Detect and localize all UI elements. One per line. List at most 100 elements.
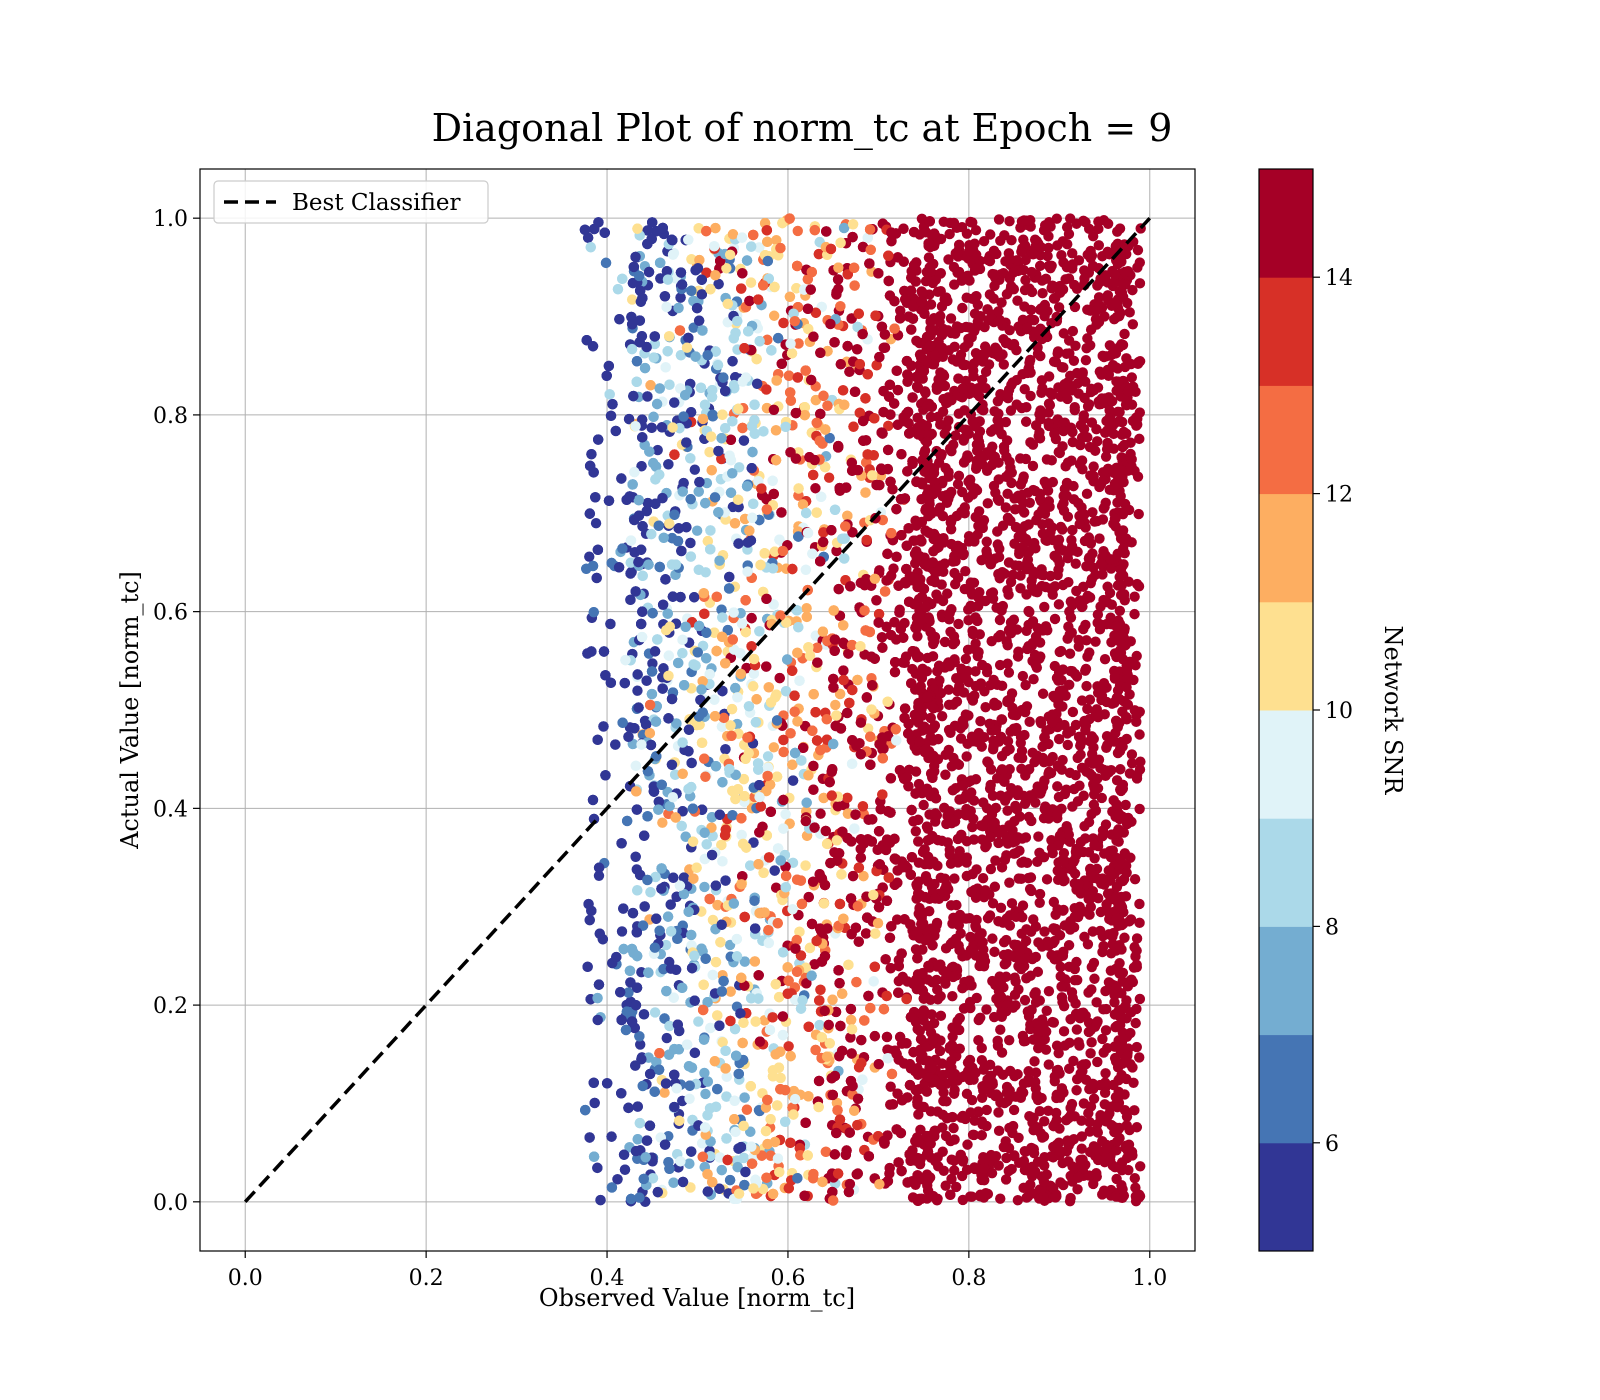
scatter-point bbox=[593, 870, 605, 881]
scatter-point bbox=[1041, 874, 1053, 885]
scatter-point bbox=[1043, 398, 1055, 409]
scatter-point bbox=[960, 672, 972, 683]
scatter-point bbox=[980, 841, 991, 853]
scatter-point bbox=[922, 652, 933, 664]
scatter-point bbox=[991, 699, 1003, 711]
scatter-point bbox=[914, 1025, 925, 1037]
scatter-point bbox=[1063, 576, 1074, 588]
scatter-point bbox=[1030, 1067, 1042, 1078]
scatter-point bbox=[949, 873, 960, 884]
scatter-point bbox=[1083, 1108, 1094, 1119]
scatter-point bbox=[999, 854, 1011, 866]
scatter-point bbox=[977, 872, 989, 884]
scatter-point bbox=[1062, 633, 1073, 644]
scatter-point bbox=[950, 555, 961, 567]
scatter-point bbox=[1070, 558, 1081, 569]
scatter-point bbox=[1016, 963, 1027, 975]
scatter-point bbox=[1031, 1089, 1042, 1101]
scatter-point bbox=[959, 583, 970, 595]
scatter-point bbox=[1109, 671, 1121, 682]
scatter-point bbox=[1098, 940, 1109, 952]
scatter-point bbox=[1039, 776, 1050, 787]
scatter-point bbox=[985, 831, 996, 843]
scatter-point bbox=[1085, 868, 1097, 879]
scatter-point bbox=[1119, 328, 1130, 340]
scatter-point bbox=[948, 217, 960, 229]
scatter-point bbox=[1071, 956, 1082, 968]
scatter-point bbox=[951, 899, 962, 911]
scatter-point bbox=[1078, 1098, 1090, 1109]
scatter-point bbox=[977, 1119, 988, 1130]
scatter-point bbox=[960, 653, 972, 665]
scatter-point bbox=[985, 764, 997, 775]
scatter-point bbox=[1004, 1122, 1015, 1134]
scatter-point bbox=[991, 993, 1002, 1005]
scatter-point bbox=[1008, 1104, 1020, 1116]
scatter-point bbox=[1027, 460, 1039, 472]
scatter-point bbox=[1113, 1086, 1124, 1098]
scatter-point bbox=[1040, 581, 1051, 593]
scatter-point bbox=[1064, 606, 1075, 617]
scatter-point bbox=[966, 886, 977, 898]
scatter-point bbox=[973, 600, 984, 612]
scatter-point bbox=[1015, 526, 1027, 537]
scatter-point bbox=[993, 408, 1004, 419]
scatter-point bbox=[981, 536, 992, 547]
scatter-point bbox=[1034, 493, 1046, 504]
scatter-point bbox=[724, 939, 736, 951]
scatter-point bbox=[1081, 635, 1092, 646]
scatter-point bbox=[1020, 274, 1031, 286]
scatter-point bbox=[953, 618, 964, 630]
scatter-point bbox=[1082, 249, 1093, 260]
scatter-point bbox=[968, 813, 979, 824]
scatter-point bbox=[978, 732, 990, 743]
scatter-point bbox=[942, 837, 953, 848]
scatter-point bbox=[1004, 1085, 1015, 1096]
scatter-point bbox=[925, 411, 937, 423]
scatter-point bbox=[1061, 1115, 1072, 1126]
scatter-point bbox=[1016, 704, 1028, 716]
scatter-point bbox=[1043, 985, 1055, 997]
scatter-point bbox=[920, 871, 932, 882]
scatter-point bbox=[1089, 973, 1100, 984]
scatter-point bbox=[959, 433, 970, 444]
scatter-point bbox=[1039, 731, 1050, 743]
scatter-point bbox=[1076, 695, 1088, 706]
scatter-point bbox=[918, 799, 929, 811]
scatter-point bbox=[1095, 906, 1107, 918]
scatter-point bbox=[1037, 688, 1049, 699]
scatter-point bbox=[1058, 1026, 1070, 1037]
scatter-point bbox=[783, 1041, 794, 1052]
scatter-point bbox=[1092, 893, 1104, 904]
scatter-point bbox=[1061, 388, 1072, 399]
scatter-point bbox=[984, 289, 996, 300]
scatter-point bbox=[1069, 868, 1081, 879]
scatter-point bbox=[1047, 1016, 1058, 1028]
scatter-point bbox=[1102, 218, 1114, 229]
scatter-point bbox=[985, 1149, 997, 1161]
scatter-point bbox=[1093, 223, 1104, 235]
scatter-point bbox=[1101, 1151, 1113, 1162]
scatter-point bbox=[1091, 704, 1102, 715]
scatter-point bbox=[1039, 601, 1050, 613]
scatter-point bbox=[1043, 242, 1054, 254]
scatter-point bbox=[1026, 581, 1038, 592]
scatter-point bbox=[970, 612, 981, 623]
scatter-point bbox=[1039, 926, 1050, 937]
scatter-point bbox=[1017, 541, 1029, 553]
scatter-point bbox=[990, 855, 1001, 866]
scatter-point bbox=[768, 742, 780, 753]
scatter-point bbox=[1066, 987, 1078, 998]
scatter-point bbox=[998, 359, 1010, 370]
scatter-point bbox=[1025, 790, 1036, 801]
scatter-point bbox=[1058, 362, 1069, 373]
scatter-point bbox=[1049, 692, 1060, 703]
scatter-point bbox=[946, 395, 957, 406]
scatter-point bbox=[1092, 1127, 1103, 1138]
scatter-point bbox=[1055, 961, 1066, 973]
scatter-point bbox=[1003, 468, 1015, 480]
scatter-point bbox=[1079, 715, 1090, 727]
scatter-point bbox=[1110, 362, 1122, 373]
scatter-point bbox=[693, 1016, 704, 1027]
scatter-point bbox=[1056, 981, 1067, 992]
